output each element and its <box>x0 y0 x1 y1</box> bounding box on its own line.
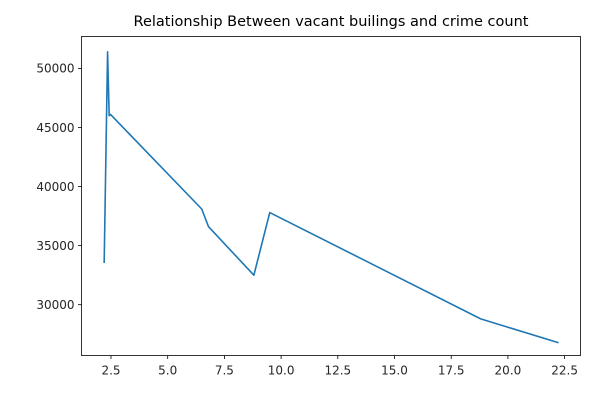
y-tick-label: 50000 <box>36 62 74 76</box>
x-axis: 2.5 5.0 7.5 10.0 12.5 15.0 17.5 20.0 22.5 <box>101 355 578 378</box>
x-tick-label: 20.0 <box>495 364 522 378</box>
x-tick-label: 10.0 <box>268 364 295 378</box>
x-tick-label: 15.0 <box>381 364 408 378</box>
y-tick-label: 30000 <box>36 298 74 312</box>
y-tick-label: 45000 <box>36 121 74 135</box>
y-axis: 30000 35000 40000 45000 50000 <box>36 62 82 312</box>
y-tick-label: 40000 <box>36 180 74 194</box>
x-tick-label: 12.5 <box>324 364 351 378</box>
x-tick-label: 17.5 <box>438 364 465 378</box>
series-layer <box>103 51 559 344</box>
chart-title: Relationship Between vacant builings and… <box>134 14 529 30</box>
y-tick-label: 35000 <box>36 239 74 253</box>
plot-frame <box>81 36 581 356</box>
x-tick-label: 5.0 <box>158 364 177 378</box>
x-tick-label: 2.5 <box>101 364 120 378</box>
x-tick-label: 7.5 <box>215 364 234 378</box>
series-line <box>103 51 559 344</box>
x-tick-label: 22.5 <box>551 364 578 378</box>
